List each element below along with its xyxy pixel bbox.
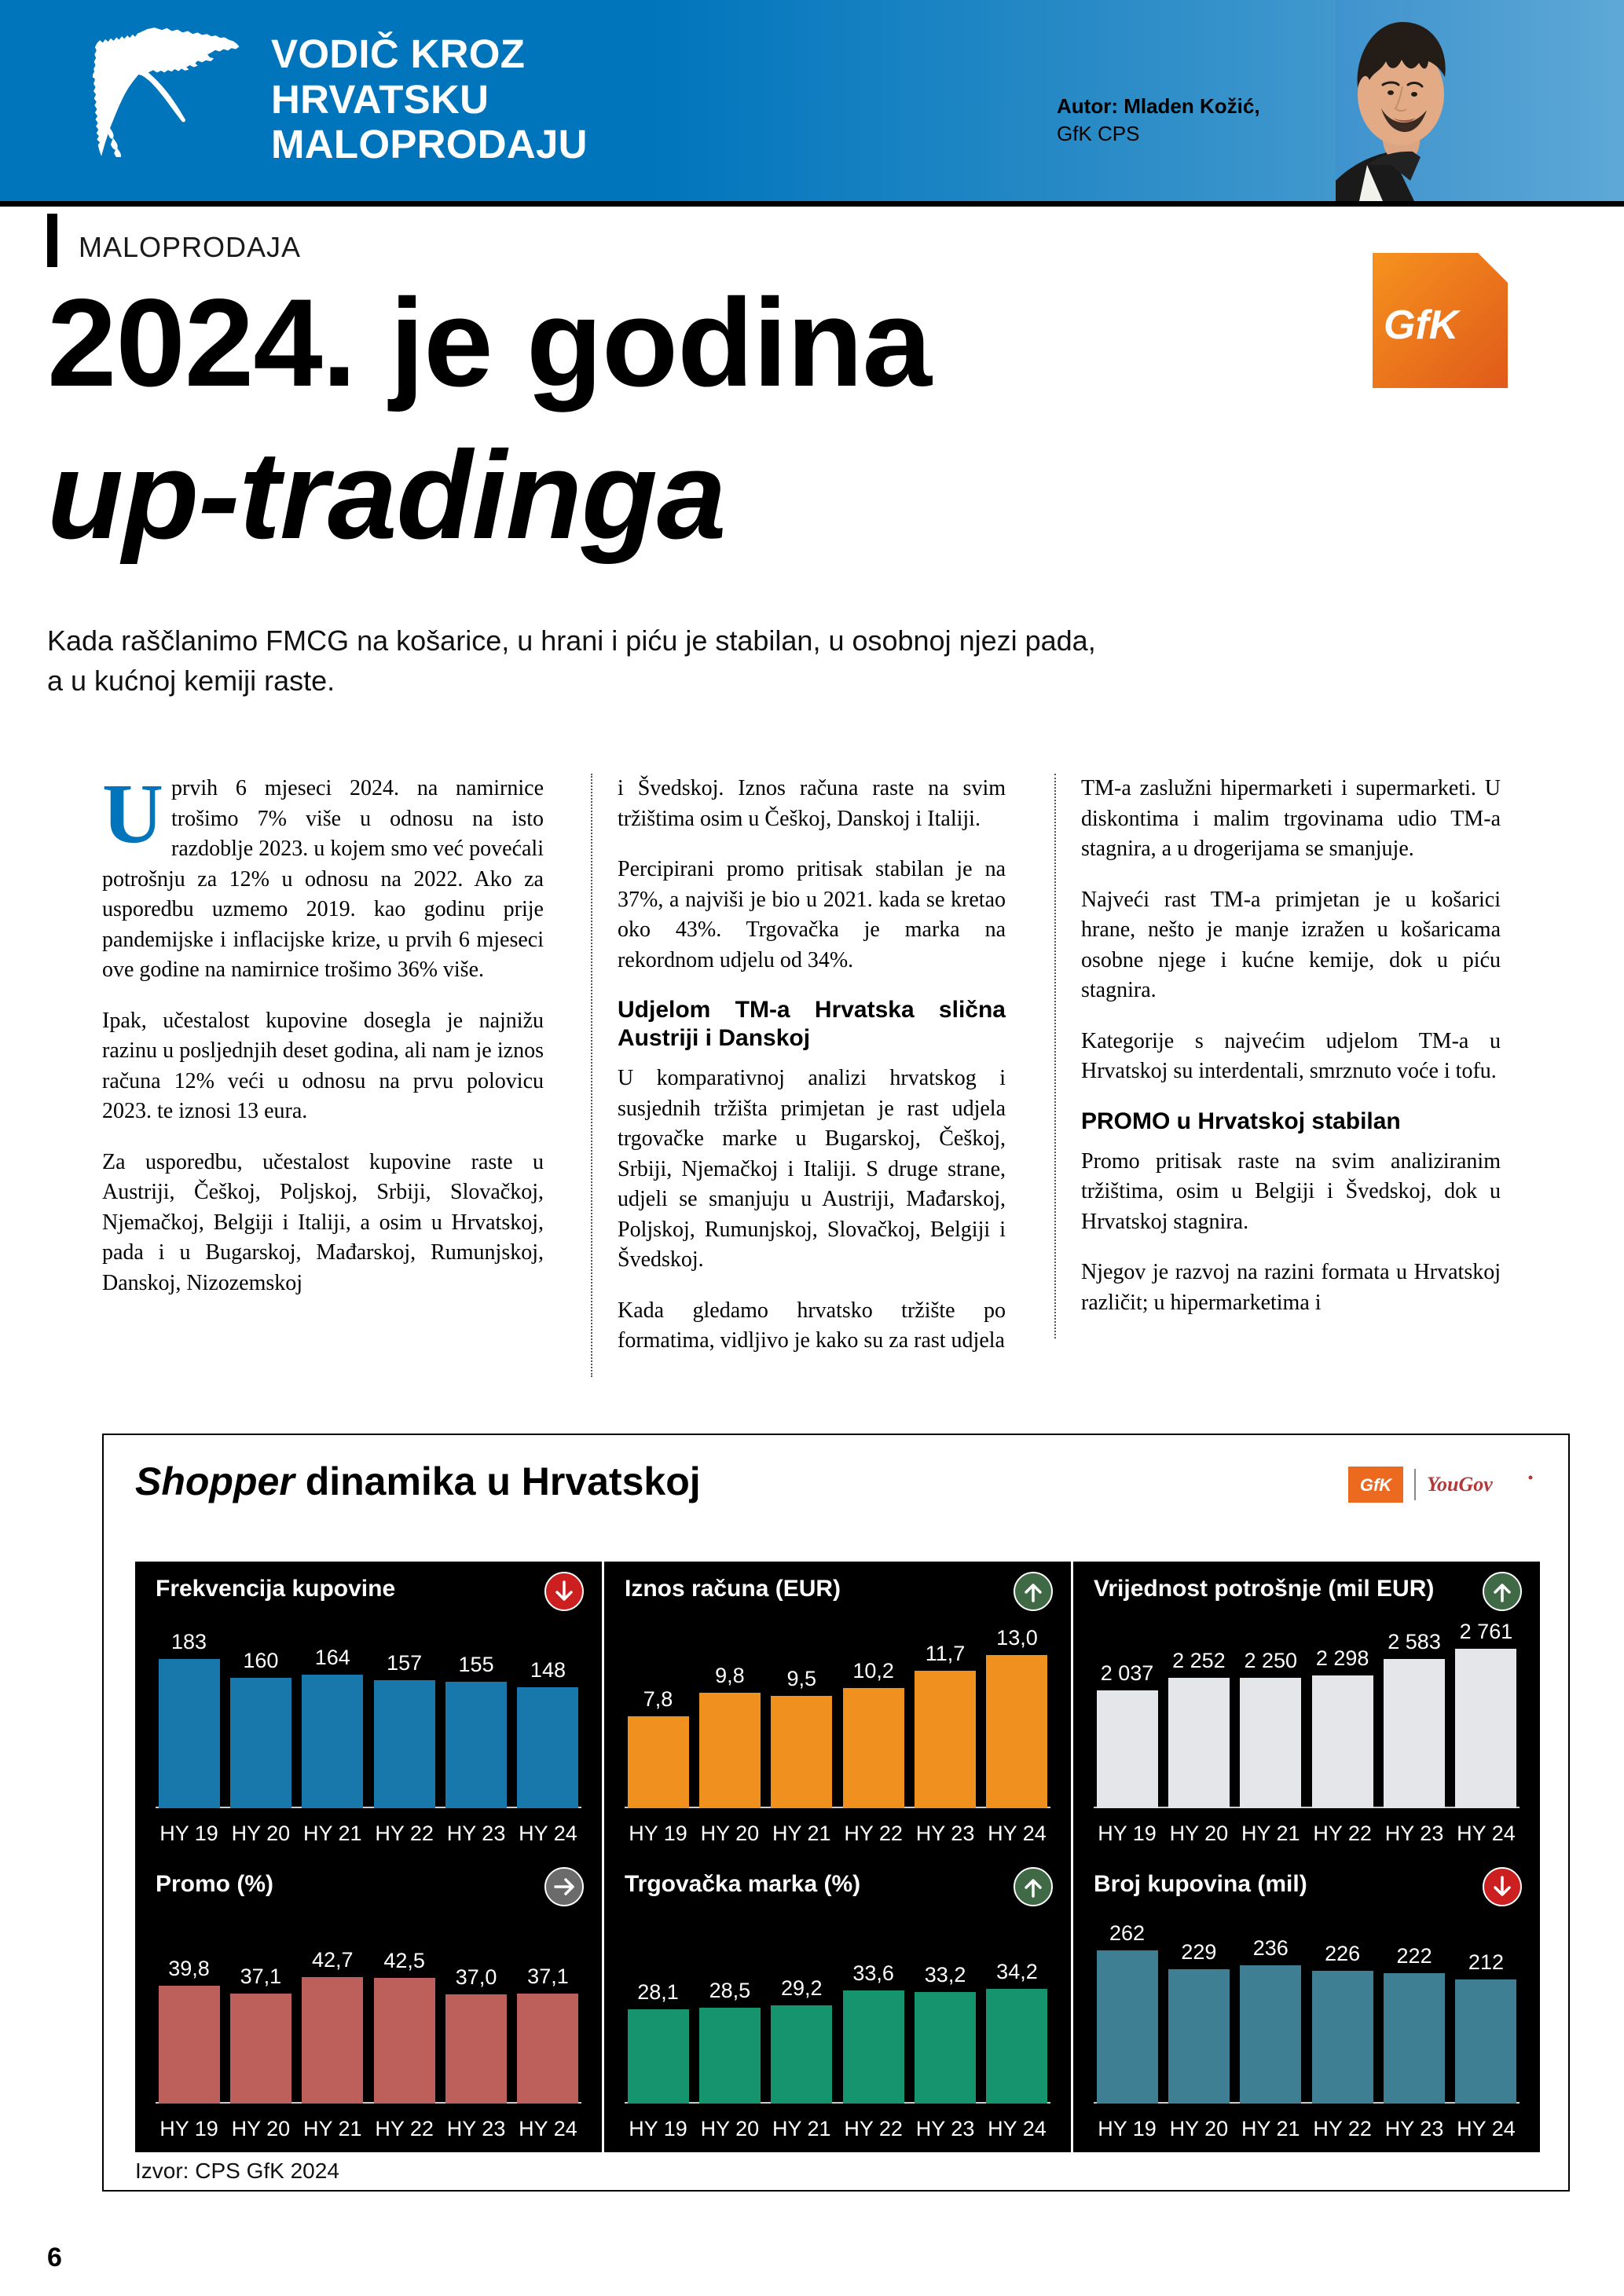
svg-text:YouGov: YouGov <box>1427 1473 1493 1496</box>
svg-text:GfK: GfK <box>1360 1475 1393 1495</box>
